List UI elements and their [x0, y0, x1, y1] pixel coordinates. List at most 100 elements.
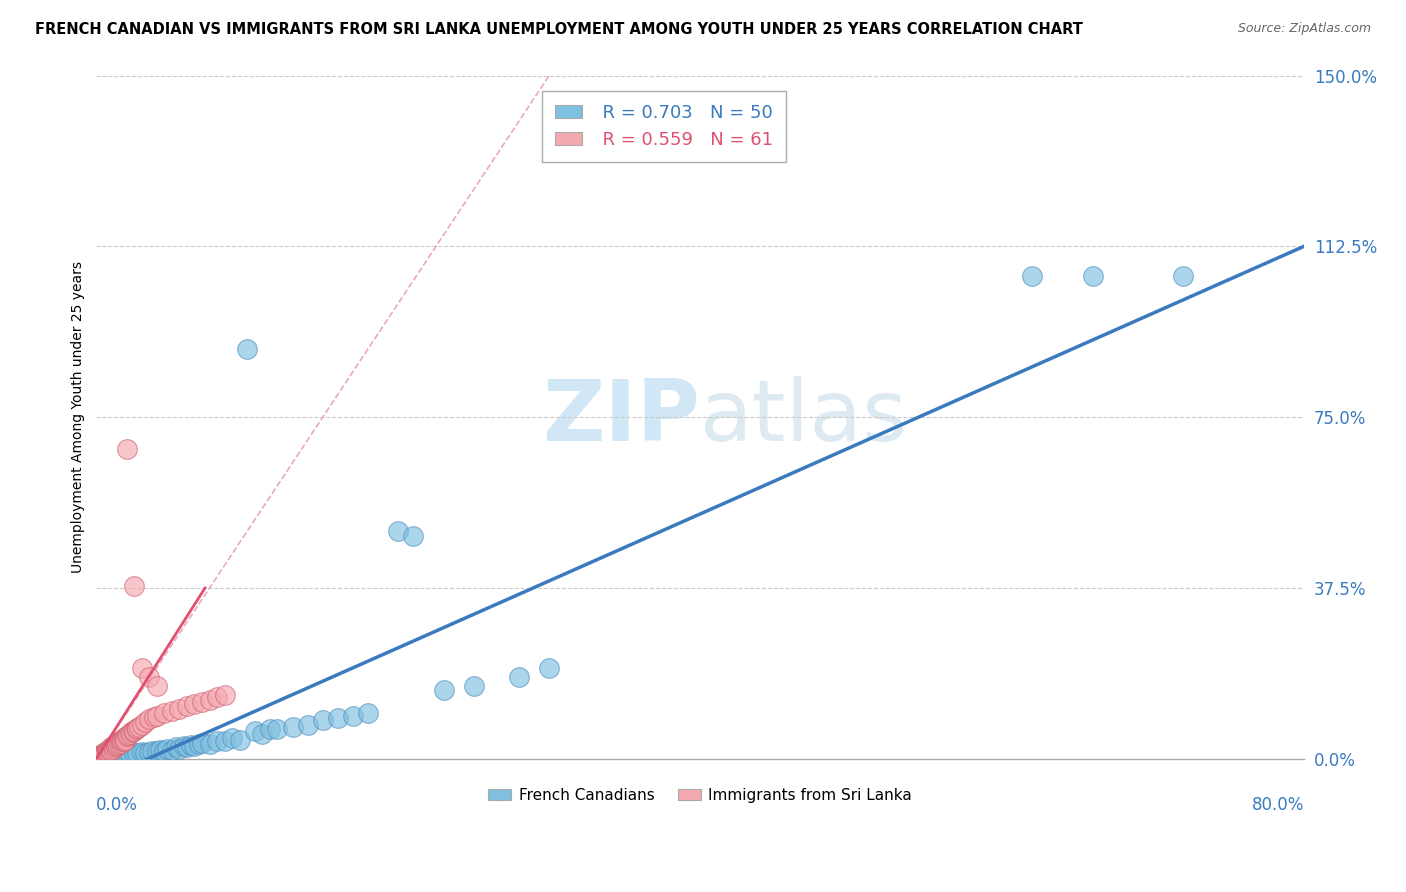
- Point: [97, 742, 120, 756]
- Point: [122, 723, 145, 738]
- Point: [156, 741, 179, 756]
- Point: [138, 745, 160, 759]
- Point: [259, 722, 281, 736]
- Point: [205, 733, 228, 747]
- Point: [112, 731, 135, 746]
- Point: [121, 724, 143, 739]
- Point: [205, 690, 228, 705]
- Point: [229, 732, 252, 747]
- Point: [1021, 268, 1043, 283]
- Point: [89, 749, 111, 764]
- Point: [97, 745, 120, 759]
- Point: [142, 710, 165, 724]
- Point: [160, 704, 183, 718]
- Point: [118, 727, 141, 741]
- Point: [101, 739, 124, 753]
- Y-axis label: Unemployment Among Youth under 25 years: Unemployment Among Youth under 25 years: [72, 261, 86, 574]
- Point: [103, 738, 125, 752]
- Point: [111, 734, 134, 748]
- Point: [108, 734, 131, 748]
- Point: [134, 746, 156, 760]
- Point: [104, 737, 127, 751]
- Point: [432, 683, 454, 698]
- Point: [112, 748, 135, 763]
- Point: [117, 728, 139, 742]
- Point: [111, 732, 134, 747]
- Point: [96, 743, 118, 757]
- Point: [100, 748, 122, 763]
- Point: [93, 748, 115, 763]
- Point: [98, 741, 121, 756]
- Point: [1173, 268, 1195, 283]
- Point: [120, 725, 142, 739]
- Point: [127, 747, 149, 761]
- Point: [198, 737, 221, 751]
- Point: [214, 688, 236, 702]
- Text: FRENCH CANADIAN VS IMMIGRANTS FROM SRI LANKA UNEMPLOYMENT AMONG YOUTH UNDER 25 Y: FRENCH CANADIAN VS IMMIGRANTS FROM SRI L…: [35, 22, 1083, 37]
- Point: [98, 743, 121, 757]
- Point: [138, 670, 160, 684]
- Point: [138, 712, 160, 726]
- Text: Source: ZipAtlas.com: Source: ZipAtlas.com: [1237, 22, 1371, 36]
- Point: [149, 742, 172, 756]
- Point: [131, 745, 153, 759]
- Point: [104, 739, 127, 753]
- Point: [387, 524, 409, 538]
- Point: [176, 740, 198, 755]
- Point: [108, 737, 131, 751]
- Point: [312, 713, 335, 727]
- Point: [153, 706, 176, 721]
- Point: [297, 717, 319, 731]
- Point: [134, 715, 156, 730]
- Point: [127, 721, 149, 735]
- Point: [110, 733, 132, 747]
- Point: [165, 740, 187, 755]
- Point: [101, 741, 124, 756]
- Point: [122, 746, 145, 760]
- Point: [115, 442, 138, 456]
- Point: [183, 697, 205, 711]
- Point: [357, 706, 380, 721]
- Point: [266, 722, 288, 736]
- Point: [402, 528, 425, 542]
- Point: [191, 695, 214, 709]
- Point: [160, 742, 183, 756]
- Point: [114, 732, 136, 747]
- Point: [94, 747, 117, 762]
- Point: [110, 736, 132, 750]
- Point: [100, 742, 122, 756]
- Point: [342, 708, 364, 723]
- Point: [91, 747, 114, 762]
- Point: [107, 738, 129, 752]
- Text: 80.0%: 80.0%: [1251, 797, 1303, 814]
- Point: [169, 701, 191, 715]
- Point: [131, 661, 153, 675]
- Point: [145, 708, 167, 723]
- Point: [326, 711, 349, 725]
- Point: [128, 720, 150, 734]
- Point: [191, 736, 214, 750]
- Point: [90, 748, 112, 763]
- Legend: French Canadians, Immigrants from Sri Lanka: French Canadians, Immigrants from Sri La…: [482, 782, 918, 809]
- Text: atlas: atlas: [700, 376, 908, 458]
- Text: ZIP: ZIP: [543, 376, 700, 458]
- Point: [173, 739, 195, 753]
- Point: [1081, 268, 1104, 283]
- Point: [118, 747, 141, 762]
- Point: [108, 747, 131, 762]
- Point: [122, 579, 145, 593]
- Point: [103, 740, 125, 755]
- Point: [145, 744, 167, 758]
- Point: [508, 670, 530, 684]
- Point: [214, 734, 236, 748]
- Point: [198, 692, 221, 706]
- Point: [188, 737, 211, 751]
- Point: [169, 741, 191, 756]
- Point: [124, 722, 146, 736]
- Point: [281, 720, 304, 734]
- Point: [153, 743, 176, 757]
- Point: [252, 727, 274, 741]
- Text: 0.0%: 0.0%: [97, 797, 138, 814]
- Point: [100, 740, 122, 755]
- Point: [93, 749, 115, 764]
